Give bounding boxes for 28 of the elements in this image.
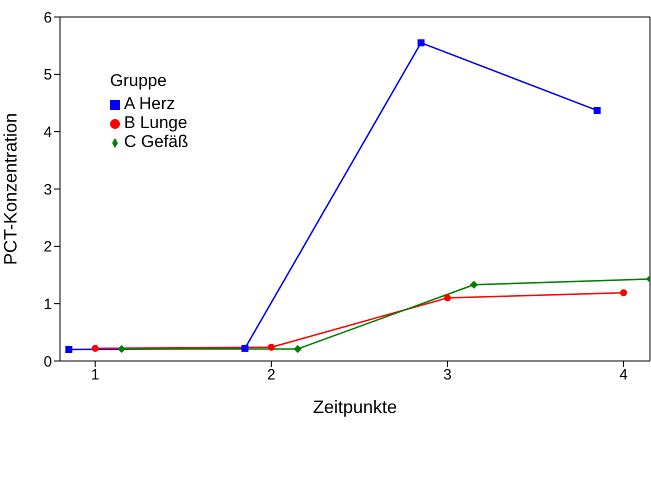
point xyxy=(241,344,248,352)
point xyxy=(444,294,451,302)
point xyxy=(470,280,478,289)
y-tick-label: 0 xyxy=(44,353,52,370)
point xyxy=(620,289,628,296)
y-axis-title: PCT-Konzentration xyxy=(0,112,20,266)
legend-title: Gruppe xyxy=(110,71,167,91)
x-tick-label: 3 xyxy=(443,366,452,384)
point xyxy=(92,344,99,352)
y-tick-label: 5 xyxy=(44,66,52,84)
x-axis-title: Zeitpunkte xyxy=(312,397,398,417)
point xyxy=(65,346,72,354)
point xyxy=(268,344,275,351)
y-tick-label: 4 xyxy=(44,124,52,141)
y-tick-label: 3 xyxy=(44,181,52,198)
point xyxy=(594,106,601,114)
y-tick-label: 6 xyxy=(44,9,52,26)
x-tick-label: 1 xyxy=(91,366,100,384)
x-tick-label: 2 xyxy=(267,366,276,384)
y-tick-label: 1 xyxy=(44,296,52,313)
legend-label: B Lunge xyxy=(124,113,188,132)
point xyxy=(418,39,425,46)
x-tick-label: 4 xyxy=(619,366,628,384)
legend-label: A Herz xyxy=(124,94,176,113)
point xyxy=(118,344,126,353)
legend-label: C Gefäß xyxy=(124,132,188,151)
y-tick-label: 2 xyxy=(44,238,52,256)
point xyxy=(294,344,302,353)
